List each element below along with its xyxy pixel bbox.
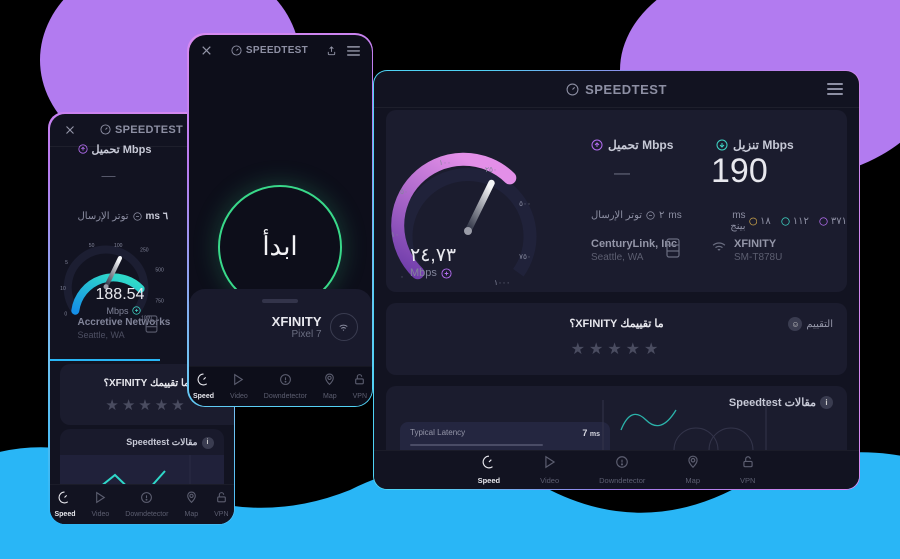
svg-text:0: 0: [64, 311, 67, 317]
svg-text:50: 50: [88, 243, 94, 249]
svg-text:10: 10: [60, 286, 66, 292]
svg-text:٥٠: ٥٠: [400, 187, 408, 196]
svg-text:٥٠٠: ٥٠٠: [519, 199, 531, 208]
svg-text:100: 100: [114, 243, 123, 249]
svg-text:١٠٠٠: ١٠٠٠: [494, 278, 510, 287]
svg-text:١٠: ١٠: [391, 230, 399, 239]
svg-text:٧٥٠: ٧٥٠: [519, 252, 531, 261]
svg-text:250: 250: [140, 247, 149, 253]
svg-text:500: 500: [155, 267, 164, 273]
svg-text:5: 5: [65, 259, 68, 265]
svg-text:٠: ٠: [400, 272, 404, 281]
svg-text:٢٥٠: ٢٥٠: [485, 165, 497, 174]
svg-text:750: 750: [155, 298, 164, 304]
svg-text:١٠٠: ١٠٠: [439, 158, 451, 167]
